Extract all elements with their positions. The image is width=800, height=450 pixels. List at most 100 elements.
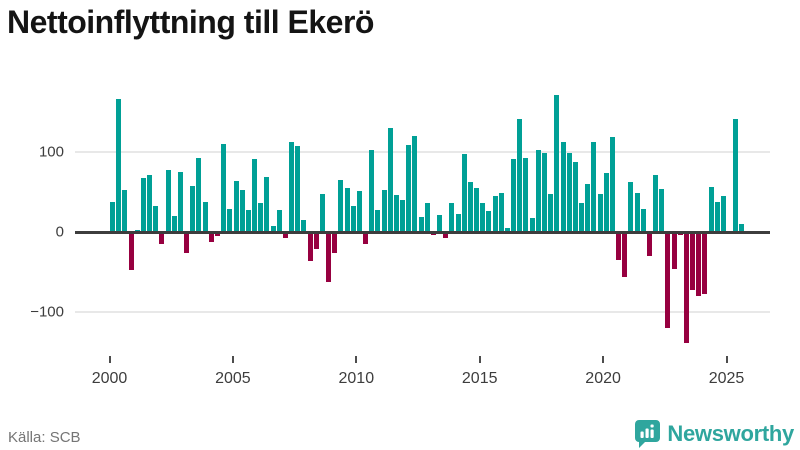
zero-axis-line bbox=[75, 230, 770, 234]
brand-name: Newsworthy bbox=[667, 421, 794, 446]
bar bbox=[140, 178, 146, 232]
bar bbox=[258, 203, 264, 232]
bar bbox=[282, 232, 288, 239]
bar bbox=[332, 232, 338, 253]
bar bbox=[461, 154, 467, 232]
bar bbox=[720, 196, 726, 232]
bar bbox=[437, 215, 443, 232]
bar bbox=[609, 136, 615, 232]
bar bbox=[313, 232, 319, 249]
bar bbox=[467, 182, 473, 232]
bar bbox=[616, 232, 622, 260]
y-axis-label: 100 bbox=[38, 143, 64, 161]
bar bbox=[523, 158, 529, 232]
bar bbox=[714, 201, 720, 232]
bar bbox=[110, 201, 116, 232]
plot-area: 100 0 −100 2000 2005 2010 2015 2020 2025 bbox=[30, 95, 770, 387]
bar bbox=[597, 193, 603, 232]
bar bbox=[369, 150, 375, 232]
x-axis-tick bbox=[602, 356, 605, 363]
bar bbox=[184, 232, 190, 253]
bar bbox=[591, 142, 597, 232]
brand-logo[interactable]: Newsworthy bbox=[635, 420, 794, 448]
x-axis-label: 2020 bbox=[585, 370, 621, 387]
bar bbox=[363, 232, 369, 244]
bar bbox=[579, 203, 585, 232]
bar bbox=[443, 232, 449, 238]
bar bbox=[406, 144, 412, 232]
bar bbox=[430, 232, 436, 236]
bar bbox=[159, 232, 165, 244]
x-axis-label: 2025 bbox=[708, 370, 745, 387]
bar bbox=[264, 176, 270, 232]
bar bbox=[177, 172, 183, 232]
gridline--100 bbox=[75, 311, 770, 313]
bar bbox=[455, 213, 461, 232]
x-axis-label: 2005 bbox=[215, 370, 251, 387]
bar bbox=[196, 157, 202, 232]
bar bbox=[122, 189, 128, 232]
bar bbox=[221, 144, 227, 232]
bar bbox=[233, 180, 239, 232]
bar bbox=[418, 216, 424, 232]
bar bbox=[622, 232, 628, 277]
bar bbox=[733, 119, 739, 232]
bar bbox=[307, 232, 313, 261]
x-axis-tick bbox=[355, 356, 358, 363]
gridline-100 bbox=[75, 151, 770, 153]
bar bbox=[449, 203, 455, 232]
bar bbox=[301, 220, 307, 232]
bar bbox=[190, 185, 196, 232]
bar bbox=[634, 192, 640, 232]
bar bbox=[603, 172, 609, 232]
bar bbox=[400, 200, 406, 232]
bar bbox=[245, 209, 251, 232]
bar bbox=[486, 211, 492, 232]
bar bbox=[677, 232, 683, 236]
bar bbox=[171, 216, 177, 232]
bar bbox=[492, 196, 498, 232]
bar bbox=[412, 136, 418, 232]
bar bbox=[671, 232, 677, 269]
x-axis-label: 2000 bbox=[91, 370, 128, 387]
bar bbox=[326, 232, 332, 282]
bar bbox=[690, 232, 696, 291]
bar bbox=[128, 232, 134, 271]
bar bbox=[542, 152, 547, 232]
bar bbox=[147, 175, 153, 232]
bar bbox=[572, 161, 578, 232]
bar bbox=[653, 175, 659, 232]
chart-title: Nettoinflyttning till Ekerö bbox=[7, 4, 374, 40]
y-axis-label: −100 bbox=[30, 303, 64, 321]
bar bbox=[554, 95, 560, 232]
bar bbox=[498, 192, 504, 232]
bar bbox=[116, 99, 122, 232]
x-axis-tick bbox=[108, 356, 111, 363]
bar bbox=[270, 226, 276, 232]
bar bbox=[683, 232, 689, 344]
bar bbox=[214, 232, 220, 236]
newsworthy-icon bbox=[635, 420, 661, 448]
bar bbox=[708, 187, 714, 232]
bar bbox=[646, 232, 652, 256]
source-label: Källa: SCB bbox=[8, 429, 81, 446]
bar bbox=[289, 141, 295, 232]
y-axis-label: 0 bbox=[55, 223, 64, 241]
bar bbox=[511, 159, 517, 232]
bar bbox=[659, 188, 665, 232]
bar bbox=[319, 193, 325, 232]
bar bbox=[202, 201, 208, 232]
bar bbox=[696, 232, 702, 296]
bar bbox=[375, 210, 381, 232]
bar bbox=[424, 203, 430, 232]
bar bbox=[239, 190, 245, 232]
bar bbox=[517, 119, 523, 232]
bar bbox=[344, 188, 350, 232]
bar bbox=[153, 205, 159, 232]
bar bbox=[393, 195, 399, 232]
bar bbox=[338, 180, 344, 232]
bar bbox=[529, 217, 535, 232]
bar bbox=[665, 232, 671, 328]
x-axis-label: 2015 bbox=[461, 370, 498, 387]
